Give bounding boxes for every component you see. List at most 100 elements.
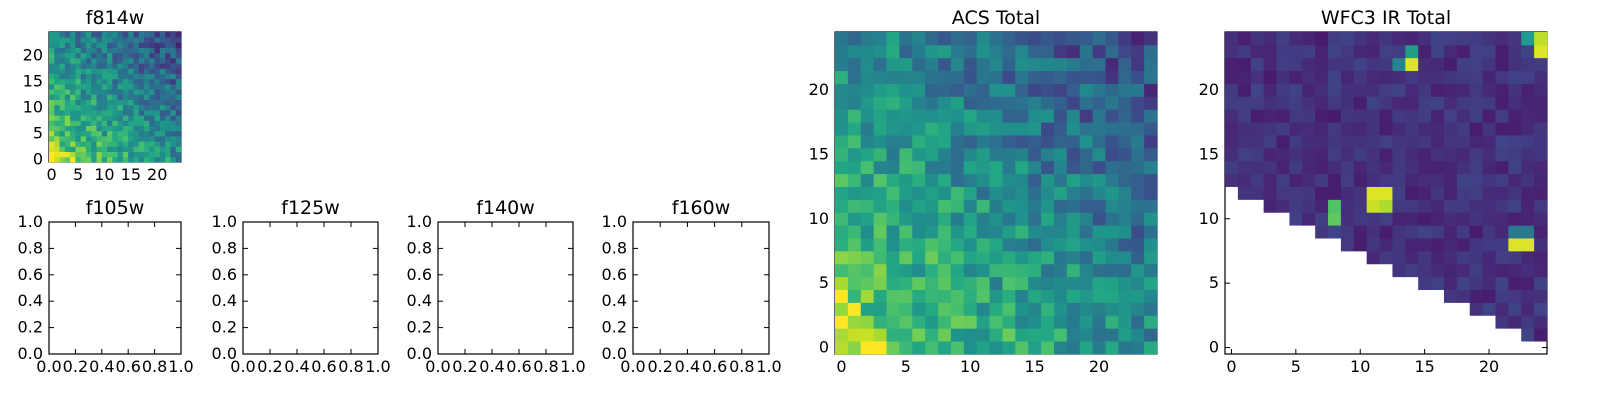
heat-cell xyxy=(96,42,103,48)
heat-cell xyxy=(175,110,182,116)
heat-cell xyxy=(860,199,875,213)
heat-cell xyxy=(165,89,171,95)
heat-cell xyxy=(963,250,978,265)
heat-cell xyxy=(963,135,978,149)
heat-cell xyxy=(1521,212,1535,226)
heat-cell xyxy=(64,37,71,43)
heat-cell xyxy=(1105,238,1119,252)
heat-cell xyxy=(122,47,129,54)
heat-cell xyxy=(1405,96,1419,110)
heat-cell xyxy=(1456,212,1471,226)
heat-cell xyxy=(1237,57,1252,72)
heat-cell xyxy=(133,115,140,121)
heat-cell xyxy=(1079,122,1093,136)
heat-cell xyxy=(1250,96,1265,110)
heat-cell xyxy=(1028,238,1042,252)
heat-cell xyxy=(165,99,171,106)
heat-cell xyxy=(149,146,155,152)
heat-cell xyxy=(144,104,150,111)
heat-cell xyxy=(1015,122,1029,136)
heat-cell xyxy=(165,125,171,132)
heat-cell xyxy=(1289,122,1303,136)
heat-cell xyxy=(1366,147,1380,162)
heat-cell xyxy=(96,104,103,111)
heat-cell xyxy=(1092,96,1106,110)
heat-cell xyxy=(144,63,150,69)
heat-cell xyxy=(144,99,150,106)
heat-cell xyxy=(138,68,145,74)
heat-cell xyxy=(112,130,119,137)
heat-cell xyxy=(170,84,177,90)
heat-cell xyxy=(950,57,965,72)
heat-cell xyxy=(149,99,155,106)
heat-cell xyxy=(1482,225,1496,239)
heat-cell xyxy=(1495,83,1509,97)
heat-cell xyxy=(1521,70,1535,84)
heat-cell xyxy=(938,83,952,97)
heat-cell xyxy=(1276,147,1290,162)
heatmap-0 xyxy=(49,32,182,163)
heat-cell xyxy=(1534,173,1548,187)
heat-cell xyxy=(1431,70,1445,84)
heat-cell xyxy=(1405,212,1419,226)
heat-cell xyxy=(159,89,166,95)
heat-cell xyxy=(1131,186,1145,200)
heat-cell xyxy=(1015,225,1029,239)
heat-cell xyxy=(154,68,161,74)
x-tick-label: 0.4 xyxy=(284,357,309,376)
heat-cell xyxy=(112,141,119,147)
heat-cell xyxy=(64,89,71,95)
heat-cell xyxy=(899,122,913,136)
heat-cell xyxy=(1041,96,1055,110)
heat-cell xyxy=(925,160,939,175)
heat-cell xyxy=(1002,122,1016,136)
heat-cell xyxy=(64,125,71,132)
heat-cell xyxy=(1418,57,1432,72)
heat-cell xyxy=(1105,122,1119,136)
heat-cell xyxy=(899,250,913,265)
heat-cell xyxy=(54,37,60,43)
heat-cell xyxy=(899,186,913,200)
heat-cell xyxy=(128,47,134,54)
heat-cell xyxy=(847,147,862,162)
heat-cell xyxy=(1366,160,1380,175)
heat-cell xyxy=(1053,225,1068,239)
heat-cell xyxy=(1276,109,1290,123)
heat-cell xyxy=(49,130,55,137)
heat-cell xyxy=(1053,212,1068,226)
heat-cell xyxy=(128,136,134,142)
heat-cell xyxy=(128,63,134,69)
heat-cell xyxy=(1431,96,1445,110)
heat-cell xyxy=(1041,57,1055,72)
heat-cell xyxy=(1405,83,1419,97)
heat-cell xyxy=(1131,250,1145,265)
heat-cell xyxy=(70,125,76,132)
heat-cell xyxy=(70,94,76,100)
heat-cell xyxy=(154,141,161,147)
heat-cell xyxy=(91,78,97,85)
heat-cell xyxy=(1405,173,1419,187)
heat-cell xyxy=(1379,83,1393,97)
heat-cell xyxy=(107,125,113,132)
heat-cell xyxy=(80,120,87,126)
heat-cell xyxy=(1534,147,1548,162)
heat-cell xyxy=(101,63,108,69)
heat-cell xyxy=(1028,57,1042,72)
heat-cell xyxy=(138,130,145,137)
heat-cell xyxy=(144,94,150,100)
heat-cell xyxy=(117,63,124,69)
heat-cell xyxy=(159,115,166,121)
heat-cell xyxy=(175,47,182,54)
heat-cell xyxy=(149,78,155,85)
heat-cell xyxy=(1328,122,1342,136)
heat-cell xyxy=(133,42,140,48)
heat-cell xyxy=(1418,212,1432,226)
heat-cell xyxy=(122,99,129,106)
heat-cell xyxy=(925,96,939,110)
heat-cell xyxy=(133,89,140,95)
y-tick-label: 0.0 xyxy=(407,344,432,363)
heat-cell xyxy=(1066,83,1081,97)
heat-cell xyxy=(85,115,92,121)
heat-cell xyxy=(976,109,990,123)
heat-cell xyxy=(128,84,134,90)
